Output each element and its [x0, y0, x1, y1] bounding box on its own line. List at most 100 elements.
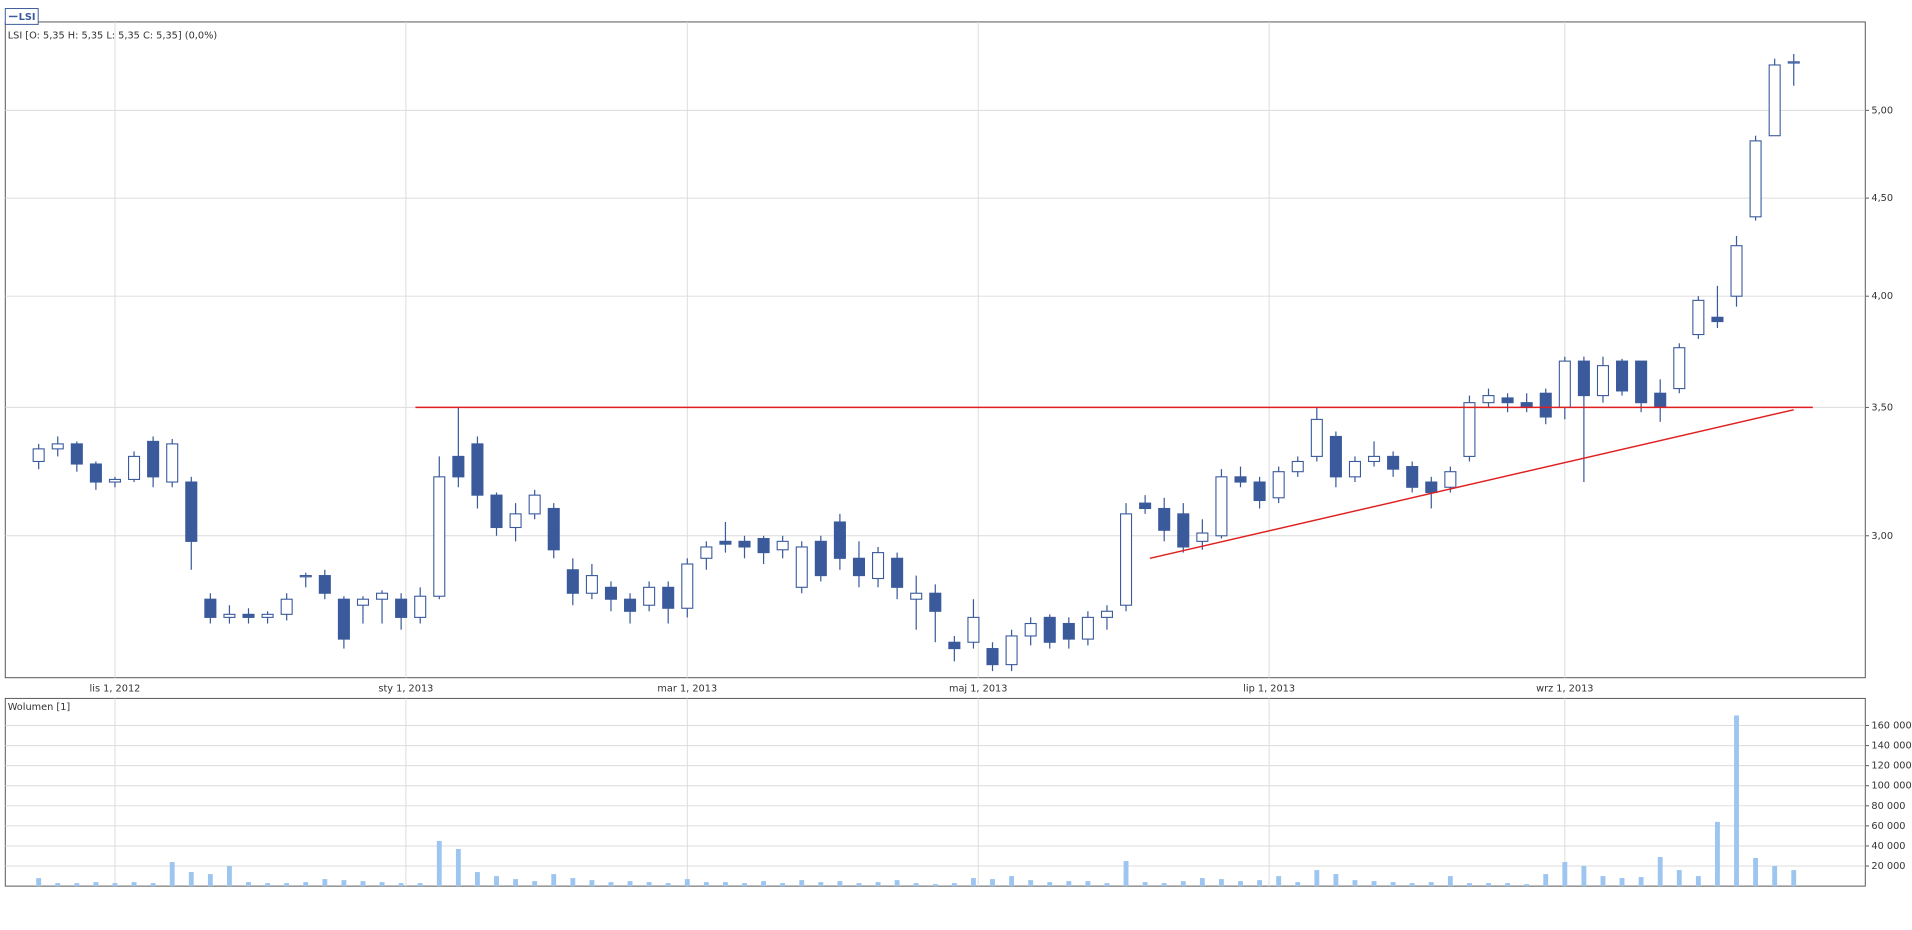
volume-bar — [303, 882, 309, 887]
volume-bar — [1314, 870, 1320, 887]
candle-body — [1787, 61, 1800, 64]
volume-bar — [684, 879, 690, 887]
volume-bar — [1695, 876, 1701, 887]
volume-bar — [799, 880, 805, 887]
candle-body — [929, 592, 942, 612]
candle-body — [528, 494, 541, 515]
candle-body — [1291, 460, 1304, 473]
volume-bar — [1123, 861, 1129, 887]
volume-bar — [1772, 866, 1778, 887]
candle-body — [852, 557, 866, 577]
trend-line — [1149, 409, 1794, 560]
candle-body — [1310, 418, 1323, 457]
volume-bar — [455, 848, 461, 887]
volume-bar — [761, 881, 767, 887]
volume-bar — [1505, 883, 1511, 887]
volume-bar — [1676, 870, 1682, 887]
volume-bar — [1486, 883, 1491, 887]
candle-body — [604, 586, 618, 600]
volume-bar — [646, 882, 652, 887]
volume-bar — [360, 881, 366, 887]
candle-body — [833, 521, 846, 559]
legend-label: LSI — [19, 12, 36, 23]
candle-body — [1768, 64, 1781, 137]
volume-bar — [1199, 878, 1205, 887]
y-tick-label: 3,50 — [1871, 402, 1893, 413]
volume-bar — [284, 883, 290, 887]
candle-body — [1482, 395, 1495, 404]
volume-bar — [1218, 879, 1224, 887]
candle-body — [299, 575, 312, 578]
candle-body — [986, 648, 999, 666]
candle-body — [1177, 513, 1190, 548]
candle-body — [471, 443, 484, 496]
volume-bar — [474, 872, 480, 887]
volume-bar — [1009, 876, 1015, 887]
volume-bar — [1447, 876, 1453, 887]
candle-body — [1596, 365, 1610, 397]
y-tick-label: 160 000 — [1871, 721, 1911, 732]
volume-bar — [894, 880, 900, 887]
candle-body — [1387, 455, 1400, 470]
volume-bar — [913, 883, 919, 887]
candle-body — [795, 546, 808, 588]
candle-body — [318, 575, 331, 594]
volume-bar — [341, 880, 347, 887]
volume-bar — [1619, 878, 1625, 887]
volume-bar — [742, 883, 747, 887]
x-tick-label: lip 1, 2013 — [1243, 684, 1295, 695]
candle-body — [1348, 460, 1362, 478]
candle-body — [1616, 360, 1629, 392]
volume-bar — [1142, 882, 1148, 887]
candle-body — [1654, 392, 1667, 408]
volume-bar — [169, 862, 175, 887]
volume-bar — [513, 879, 519, 887]
volume-bar — [436, 840, 442, 887]
x-tick-label: lis 1, 2012 — [90, 684, 141, 695]
volume-bar — [818, 882, 824, 887]
volume-bar — [551, 874, 557, 887]
candle-body — [1139, 502, 1152, 510]
candle-body — [1234, 476, 1247, 483]
candle-body — [719, 540, 732, 545]
volume-bar — [856, 883, 862, 887]
volume-bar — [780, 883, 786, 887]
candle-body — [547, 507, 560, 551]
candle-body — [700, 546, 713, 559]
volume-bar — [55, 883, 61, 887]
volume-bar — [265, 883, 271, 887]
candle-body — [51, 443, 64, 450]
candle-body — [872, 552, 885, 580]
candle-body — [910, 592, 923, 600]
candle-body — [337, 598, 350, 640]
volume-bar — [1562, 862, 1568, 887]
candle-body — [1081, 616, 1094, 640]
candle-body — [1444, 471, 1457, 488]
volume-bar — [379, 882, 385, 887]
candle-body — [1043, 616, 1056, 643]
candle-body — [1673, 347, 1686, 390]
volume-bar — [1047, 882, 1053, 887]
y-tick-label: 80 000 — [1871, 801, 1905, 812]
y-tick-label: 20 000 — [1871, 861, 1905, 872]
candle-body — [204, 598, 217, 618]
volume-bar — [627, 881, 633, 887]
volume-bar — [93, 882, 99, 887]
volume-bar — [1638, 877, 1644, 887]
volume-bar — [1066, 881, 1072, 887]
candle-body — [414, 595, 427, 618]
candle-body — [948, 641, 961, 650]
candle-body — [1100, 610, 1114, 618]
candle-body — [1501, 397, 1514, 404]
candle-body — [70, 443, 83, 465]
candle-body — [1558, 360, 1571, 408]
y-tick-label: 5,00 — [1871, 105, 1893, 116]
x-tick-label: maj 1, 2013 — [949, 684, 1008, 695]
candle-body — [1368, 455, 1381, 463]
candle-body — [395, 598, 408, 618]
candle-body — [624, 598, 637, 612]
x-tick-label: wrz 1, 2013 — [1536, 684, 1593, 695]
y-tick-label: 3,00 — [1871, 531, 1893, 542]
